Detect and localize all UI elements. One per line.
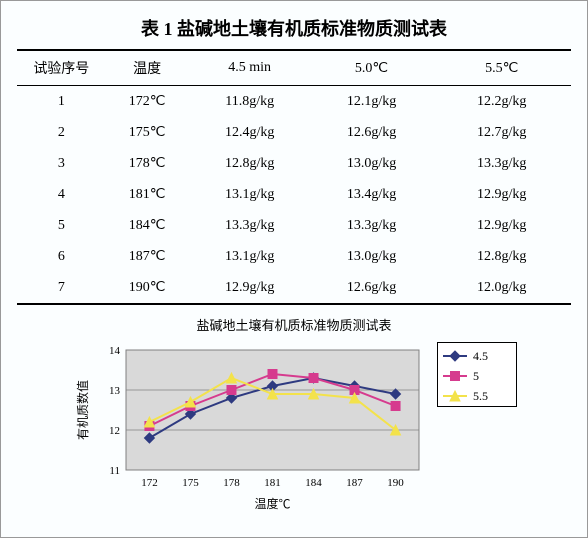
- table-cell: 13.3g/kg: [432, 148, 571, 179]
- svg-text:5.5: 5.5: [473, 389, 488, 403]
- table-cell: 3: [17, 148, 106, 179]
- table-cell: 13.0g/kg: [311, 148, 433, 179]
- table-cell: 190℃: [106, 272, 189, 304]
- column-header: 5.0℃: [311, 50, 433, 86]
- svg-text:14: 14: [109, 345, 121, 357]
- table-cell: 12.6g/kg: [311, 117, 433, 148]
- table-row: 2175℃12.4g/kg12.6g/kg12.7g/kg: [17, 117, 571, 148]
- table-row: 3178℃12.8g/kg13.0g/kg13.3g/kg: [17, 148, 571, 179]
- table-row: 1172℃11.8g/kg12.1g/kg12.2g/kg: [17, 86, 571, 118]
- table-cell: 2: [17, 117, 106, 148]
- column-header: 试验序号: [17, 50, 106, 86]
- svg-text:有机质数值: 有机质数值: [75, 380, 90, 440]
- table-row: 6187℃13.1g/kg13.0g/kg12.8g/kg: [17, 241, 571, 272]
- table-title: 表 1 盐碱地土壤有机质标准物质测试表: [17, 9, 571, 49]
- table-cell: 12.4g/kg: [189, 117, 311, 148]
- table-cell: 5: [17, 210, 106, 241]
- table-cell: 12.9g/kg: [189, 272, 311, 304]
- table-cell: 12.8g/kg: [189, 148, 311, 179]
- svg-text:172: 172: [141, 477, 158, 489]
- column-header: 5.5℃: [432, 50, 571, 86]
- svg-text:190: 190: [387, 477, 404, 489]
- table-cell: 11.8g/kg: [189, 86, 311, 118]
- column-header: 温度: [106, 50, 189, 86]
- table-cell: 184℃: [106, 210, 189, 241]
- table-row: 5184℃13.3g/kg13.3g/kg12.9g/kg: [17, 210, 571, 241]
- table-cell: 12.8g/kg: [432, 241, 571, 272]
- table-cell: 13.1g/kg: [189, 241, 311, 272]
- svg-text:181: 181: [264, 477, 281, 489]
- table-cell: 13.3g/kg: [189, 210, 311, 241]
- svg-text:5: 5: [473, 369, 479, 383]
- table-cell: 12.9g/kg: [432, 210, 571, 241]
- table-cell: 12.1g/kg: [311, 86, 433, 118]
- table-cell: 7: [17, 272, 106, 304]
- column-header: 4.5 min: [189, 50, 311, 86]
- svg-text:4.5: 4.5: [473, 349, 488, 363]
- chart-title: 盐碱地土壤有机质标准物质测试表: [17, 315, 571, 334]
- table-cell: 12.7g/kg: [432, 117, 571, 148]
- table-cell: 181℃: [106, 179, 189, 210]
- table-cell: 178℃: [106, 148, 189, 179]
- svg-text:11: 11: [109, 465, 120, 477]
- chart-legend: 4.5 5 5.5: [437, 342, 517, 412]
- table-cell: 13.1g/kg: [189, 179, 311, 210]
- svg-text:178: 178: [223, 477, 240, 489]
- table-cell: 13.0g/kg: [311, 241, 433, 272]
- svg-text:12: 12: [109, 425, 120, 437]
- table-cell: 13.4g/kg: [311, 179, 433, 210]
- line-chart: 11 12 13 14 172 175 178 181 184 187 190 有机质数值温度℃: [71, 342, 431, 512]
- table-cell: 12.9g/kg: [432, 179, 571, 210]
- svg-text:13: 13: [109, 385, 121, 397]
- table-cell: 4: [17, 179, 106, 210]
- table-cell: 13.3g/kg: [311, 210, 433, 241]
- table-row: 4181℃13.1g/kg13.4g/kg12.9g/kg: [17, 179, 571, 210]
- table-row: 7190℃12.9g/kg12.6g/kg12.0g/kg: [17, 272, 571, 304]
- table-cell: 12.0g/kg: [432, 272, 571, 304]
- table-cell: 187℃: [106, 241, 189, 272]
- svg-text:175: 175: [182, 477, 199, 489]
- svg-text:184: 184: [305, 477, 322, 489]
- svg-text:温度℃: 温度℃: [254, 496, 290, 511]
- table-cell: 6: [17, 241, 106, 272]
- table-cell: 12.6g/kg: [311, 272, 433, 304]
- table-cell: 175℃: [106, 117, 189, 148]
- data-table: 试验序号温度4.5 min5.0℃5.5℃ 1172℃11.8g/kg12.1g…: [17, 49, 571, 305]
- table-cell: 1: [17, 86, 106, 118]
- table-cell: 172℃: [106, 86, 189, 118]
- table-cell: 12.2g/kg: [432, 86, 571, 118]
- svg-text:187: 187: [346, 477, 363, 489]
